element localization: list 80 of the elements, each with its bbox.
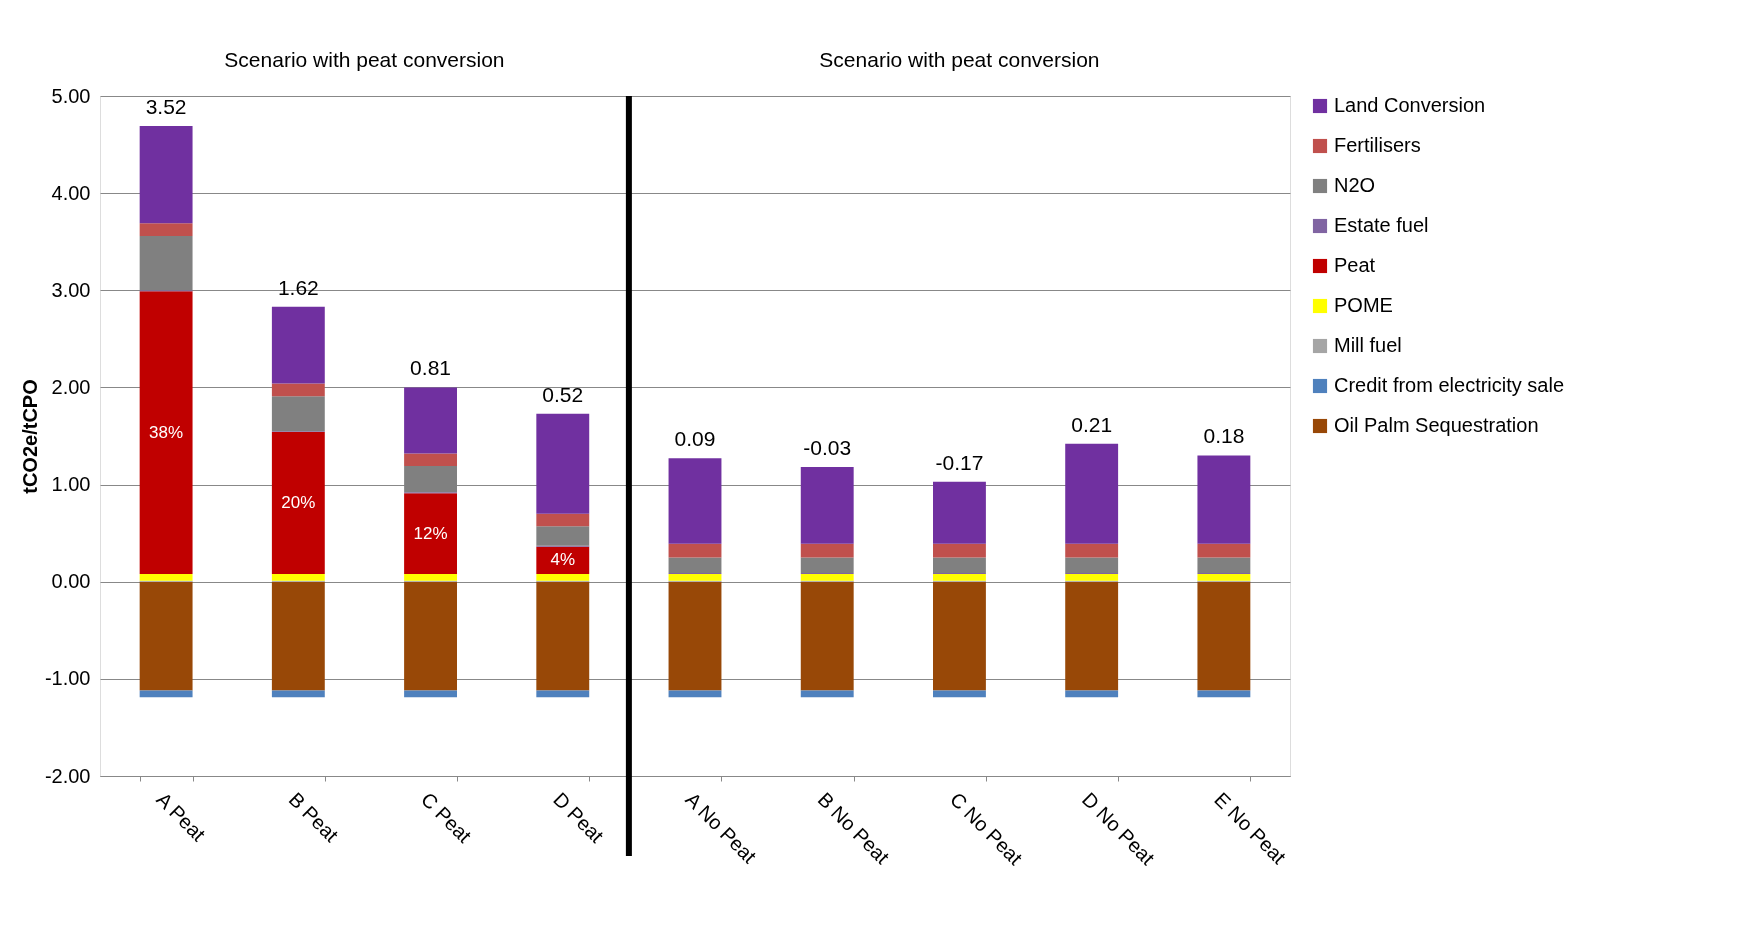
bar <box>800 557 854 573</box>
bar <box>800 573 854 581</box>
bar <box>933 481 986 544</box>
bar <box>1065 573 1119 581</box>
bar <box>668 581 722 691</box>
bar <box>139 126 193 224</box>
bar <box>139 223 193 236</box>
y-tick-label: 5.00 <box>51 84 91 107</box>
bar <box>404 493 457 574</box>
legend-label: Fertilisers <box>1334 134 1421 156</box>
bar <box>271 581 325 691</box>
bar <box>1065 443 1119 544</box>
legend-label: Estate fuel <box>1334 214 1429 236</box>
bar <box>800 543 854 558</box>
bar <box>404 387 457 454</box>
bar <box>271 306 325 384</box>
bar <box>404 573 457 581</box>
y-tick-label: 1.00 <box>51 473 91 496</box>
bar <box>1065 557 1119 573</box>
bar <box>139 235 193 291</box>
bar <box>1065 543 1119 558</box>
legend-label: N2O <box>1334 174 1376 196</box>
y-tick-label: 4.00 <box>51 181 91 204</box>
annotation: 0.18 <box>1203 424 1245 448</box>
bar <box>536 413 590 514</box>
annotation: 38% <box>149 422 184 442</box>
y-axis-title: tCO2e/tCPO <box>18 379 41 494</box>
legend-label: POME <box>1334 294 1393 316</box>
bar <box>933 543 986 558</box>
legend-label: Land Conversion <box>1334 94 1486 116</box>
bar <box>1197 581 1251 691</box>
bar <box>536 513 590 527</box>
annotation: 0.09 <box>674 427 716 451</box>
bar <box>933 573 986 581</box>
text: Scenario with peat conversion <box>224 48 505 71</box>
annotation: 0.21 <box>1071 412 1113 436</box>
bar <box>271 383 325 397</box>
bar <box>933 557 986 573</box>
annotation: 4% <box>550 550 576 570</box>
bar <box>668 557 722 573</box>
bar <box>271 396 325 432</box>
bar <box>668 573 722 581</box>
bar <box>139 291 193 574</box>
annotation: 1.62 <box>277 275 319 299</box>
text: Scenario with peat conversion <box>819 48 1100 71</box>
annotation: 20% <box>281 493 316 513</box>
y-tick-label: -1.00 <box>44 667 91 690</box>
bar <box>1065 581 1119 691</box>
bar <box>404 453 457 467</box>
bar <box>800 581 854 691</box>
bar <box>271 573 325 581</box>
bar <box>139 573 193 581</box>
bar <box>668 458 722 544</box>
legend-label: Oil Palm Sequestration <box>1334 414 1539 436</box>
bar <box>536 526 590 546</box>
y-tick-label: 2.00 <box>51 375 91 398</box>
bar <box>1197 557 1251 573</box>
legend-label: Peat <box>1334 254 1376 276</box>
annotation: -0.03 <box>803 436 852 460</box>
annotation: 0.81 <box>410 356 451 380</box>
y-tick-label: 0.00 <box>51 570 91 593</box>
bar <box>1197 455 1251 544</box>
y-tick-label: 3.00 <box>51 278 91 301</box>
annotation: 0.52 <box>542 382 584 406</box>
bar <box>139 581 193 691</box>
bar <box>668 543 722 558</box>
annotation: -0.17 <box>935 450 984 474</box>
bar <box>1197 543 1251 558</box>
annotation: 12% <box>413 523 448 543</box>
bar <box>271 432 325 574</box>
legend-label: Mill fuel <box>1334 334 1402 356</box>
bar <box>536 581 590 691</box>
legend-label: Credit from electricity sale <box>1334 374 1565 396</box>
bar <box>1197 573 1251 581</box>
y-tick-label: -2.00 <box>44 764 91 787</box>
bar <box>800 467 854 544</box>
bar <box>933 581 986 691</box>
annotation: 3.52 <box>145 95 187 119</box>
bar <box>404 581 457 691</box>
bar <box>536 573 590 581</box>
